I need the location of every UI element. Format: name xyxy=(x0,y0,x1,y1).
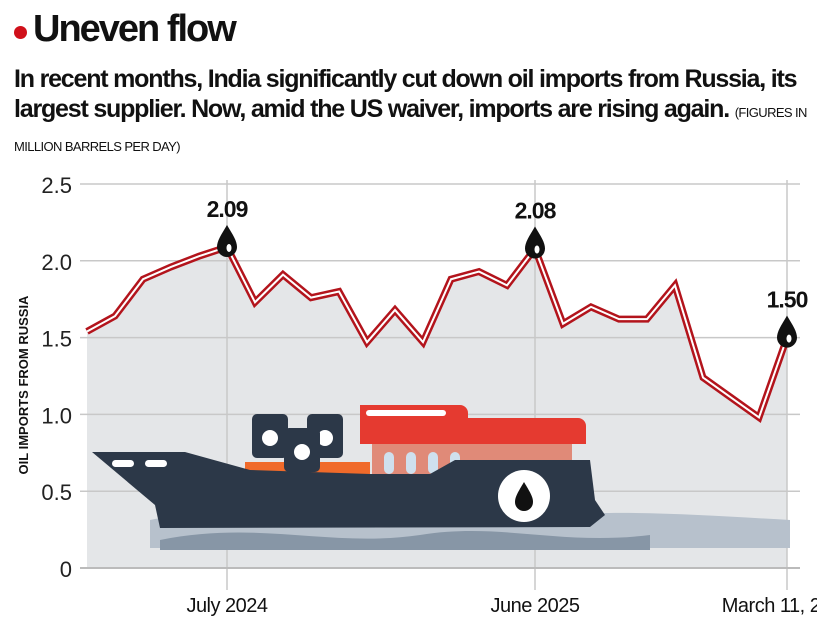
oil-drop-icon xyxy=(777,315,797,348)
subtitle-text: In recent months, India significantly cu… xyxy=(14,65,798,123)
y-tick-label: 2.5 xyxy=(41,173,72,198)
y-tick-label: 0 xyxy=(60,557,72,582)
drop-highlight xyxy=(534,245,540,254)
barrel-label xyxy=(262,430,278,446)
cabin-window xyxy=(428,452,438,474)
cabin-window xyxy=(406,452,416,474)
x-tick-label: March 11, 2026 xyxy=(722,595,817,617)
oil-drop-icon xyxy=(515,482,533,511)
y-axis-label: OIL IMPORTS FROM RUSSIA xyxy=(16,295,31,474)
barrel-label xyxy=(317,430,333,446)
units-note: (FIGURES IN MILLION BARRELS PER DAY) xyxy=(14,105,807,154)
subtitle: In recent months, India significantly cu… xyxy=(14,64,814,162)
oil-drop-icon xyxy=(525,226,545,259)
series-line-inner xyxy=(86,245,788,420)
y-tick-label: 2.0 xyxy=(41,250,72,275)
bullet-icon xyxy=(14,26,27,39)
drop-highlight xyxy=(226,243,232,252)
porthole xyxy=(112,460,134,467)
barrel-label xyxy=(294,444,310,460)
porthole xyxy=(145,460,167,467)
chart-title: Uneven flow xyxy=(14,8,237,51)
data-label: 2.09 xyxy=(207,196,248,222)
cabin-window xyxy=(384,452,394,474)
oil-drop-icon xyxy=(217,224,237,257)
ship-hull xyxy=(92,452,605,528)
data-label: 2.08 xyxy=(515,198,557,224)
water-wave-front xyxy=(160,531,650,550)
y-tick-label: 0.5 xyxy=(41,480,72,505)
x-tick-label: July 2024 xyxy=(186,595,267,617)
y-tick-label: 1.5 xyxy=(41,327,72,352)
tanker-ship-illustration xyxy=(92,405,790,550)
y-tick-label: 1.0 xyxy=(41,403,72,428)
cabin-stripe xyxy=(366,410,446,416)
data-label: 1.50 xyxy=(767,287,808,313)
title-text: Uneven flow xyxy=(33,8,237,50)
x-tick-label: June 2025 xyxy=(491,595,580,617)
drop-highlight xyxy=(786,334,792,343)
